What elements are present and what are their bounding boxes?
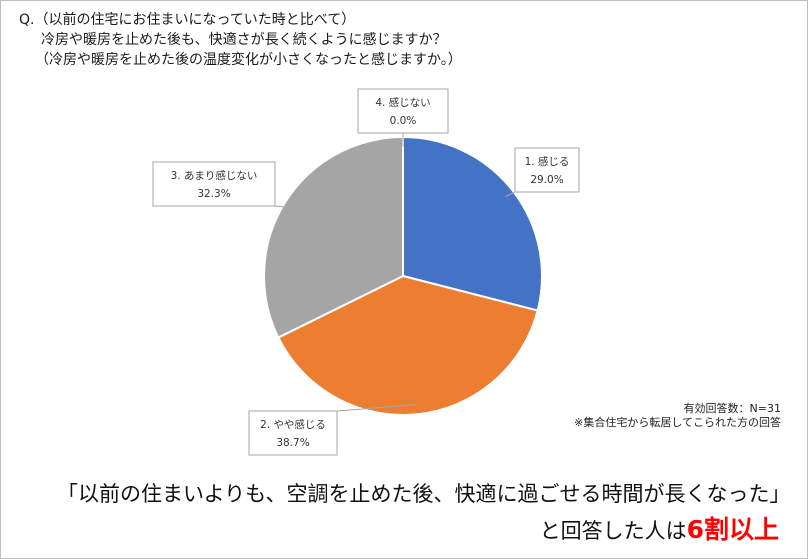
slice-value-label: 0.0% bbox=[390, 115, 417, 127]
data-label-box bbox=[514, 147, 580, 193]
question-line-2: 冷房や暖房を止めた後も、快適さが長く続くように感じますか？ bbox=[41, 32, 447, 48]
question-line-3: （冷房や暖房を止めた後の温度変化が小さくなったと感じますか。） bbox=[35, 52, 462, 68]
conclusion-line-2: と回答した人は6割以上 bbox=[540, 510, 779, 546]
data-label-box bbox=[152, 161, 276, 207]
pie-slices bbox=[263, 135, 543, 416]
conclusion-highlight: 6割以上 bbox=[686, 515, 779, 544]
pie-slice bbox=[263, 135, 404, 339]
slice-value-label: 38.7% bbox=[276, 437, 309, 449]
leader-line bbox=[504, 191, 516, 198]
slice-value-label: 32.3% bbox=[197, 188, 230, 200]
conclusion-prefix: と回答した人は bbox=[539, 519, 687, 543]
slice-category-label: 2. やや感じる bbox=[260, 418, 326, 431]
pie-slice bbox=[277, 274, 539, 416]
pie-labels: 1. 感じる 29.0% 2. やや感じる 38.7% 3. あまり感じない 32.3% 4… bbox=[152, 88, 580, 456]
pie-slice bbox=[402, 135, 543, 312]
slice-category-label: 1. 感じる bbox=[525, 155, 570, 168]
conclusion-line-1: 「以前の住まいよりも、空調を止めた後、快適に過ごせる時間が長くなった」 bbox=[57, 482, 791, 506]
slice-category-label: 3. あまり感じない bbox=[171, 169, 258, 182]
slice-value-label: 29.0% bbox=[530, 174, 563, 186]
respondent-count-note: 有効回答数：N=31 bbox=[683, 402, 781, 415]
question-line-1: Q.（以前の住宅にお住まいになっていた時と比べて） bbox=[19, 12, 356, 28]
data-label-box bbox=[357, 88, 449, 134]
leader-line bbox=[336, 404, 417, 412]
slice-category-label: 4. 感じない bbox=[375, 96, 430, 109]
leader-line bbox=[274, 205, 294, 209]
data-label-box bbox=[248, 410, 338, 456]
source-note: ※集合住宅から転居してこられた方の回答 bbox=[574, 416, 781, 429]
